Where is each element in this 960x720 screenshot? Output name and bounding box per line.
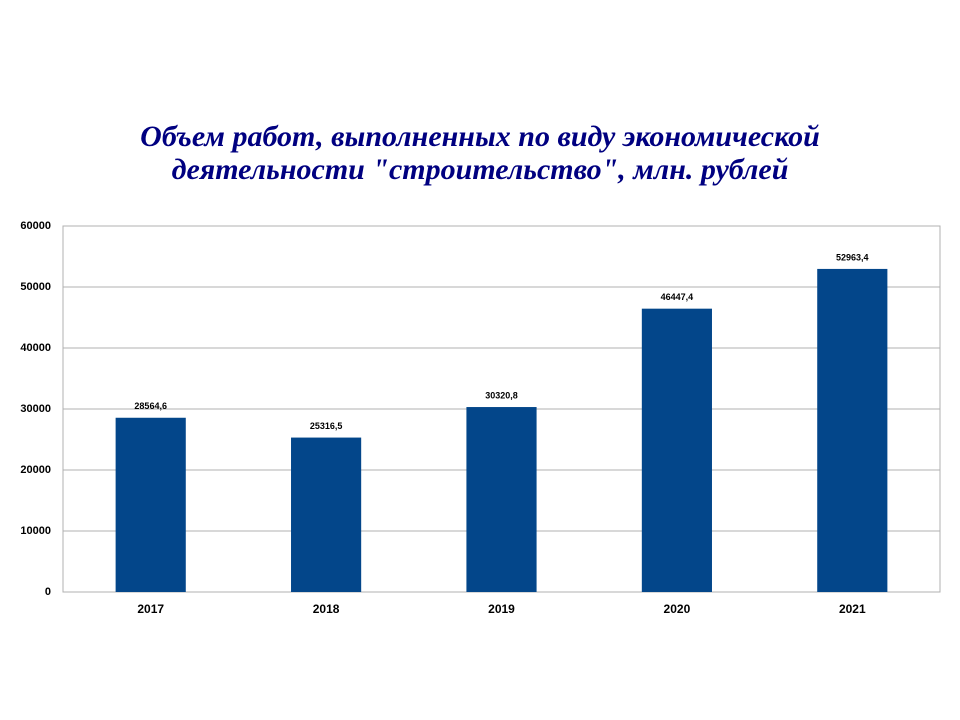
value-label: 30320,8 [485,390,518,400]
y-tick-label: 50000 [20,281,51,293]
y-tick-label: 60000 [20,220,51,232]
x-tick-label: 2021 [839,602,866,616]
value-label: 52963,4 [836,252,869,262]
x-tick-label: 2017 [137,602,164,616]
bar [641,308,712,592]
bar [115,417,186,592]
x-tick-label: 2019 [488,602,515,616]
y-tick-label: 20000 [20,464,51,476]
x-tick-label: 2020 [664,602,691,616]
y-tick-label: 30000 [20,403,51,415]
value-label: 28564,6 [134,401,167,411]
y-tick-label: 0 [45,586,51,598]
value-label: 46447,4 [661,292,694,302]
bar [817,268,888,592]
x-tick-label: 2018 [313,602,340,616]
y-tick-label: 10000 [20,525,51,537]
chart-title: деятельности "строительство", млн. рубле… [172,153,789,186]
bar [291,437,362,592]
chart-title: Объем работ, выполненных по виду экономи… [140,120,820,153]
value-label: 25316,5 [310,421,343,431]
bar [466,407,537,592]
y-tick-label: 40000 [20,342,51,354]
